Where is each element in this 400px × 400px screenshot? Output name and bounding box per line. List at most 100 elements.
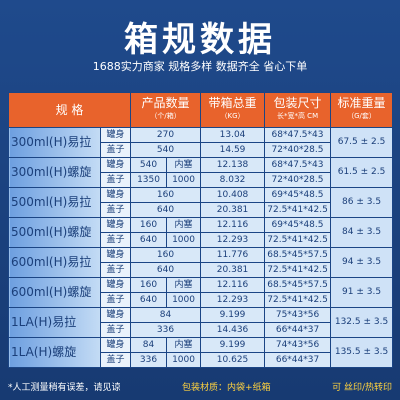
header-unit: （G/套） xyxy=(347,112,376,120)
quantity: 160 xyxy=(130,217,168,233)
spec-table: 规 格 产品数量 （个/箱） 带箱总重 （KG） 包装尺寸长*宽*高 CM 标准重量 （G/套… xyxy=(7,92,394,368)
weight: 20.381 xyxy=(200,202,266,218)
part-name: 罐身 xyxy=(99,247,132,263)
part-name: 盖子 xyxy=(99,322,132,338)
quantity: 160 xyxy=(130,277,168,293)
weight: 14.436 xyxy=(200,322,266,338)
size: 66*44*37 xyxy=(264,322,332,338)
header-label: 产品数量 xyxy=(141,96,190,110)
size: 72*40*28.5 xyxy=(264,172,332,188)
quantity: 336 xyxy=(130,352,168,368)
weight: 12.293 xyxy=(200,292,266,308)
weight: 14.59 xyxy=(200,142,266,158)
size: 72.5*41*42.5 xyxy=(264,202,332,218)
quantity: 336 xyxy=(130,322,202,338)
quantity: 640 xyxy=(130,262,202,278)
header-label: 标准重量 xyxy=(337,96,386,110)
quantity: 160 xyxy=(130,247,202,263)
weight: 12.293 xyxy=(200,232,266,248)
spec-name: 300ml(H)易拉 xyxy=(8,127,101,158)
part-name: 罐身 xyxy=(99,127,132,143)
quantity: 640 xyxy=(130,202,202,218)
part-name: 罐身 xyxy=(99,307,132,323)
size: 72*40*28.5 xyxy=(264,142,332,158)
weight: 20.381 xyxy=(200,262,266,278)
size: 66*44*37 xyxy=(264,352,332,368)
spec-name: 500ml(H)螺旋 xyxy=(8,217,101,248)
inner-plug: 内塞 xyxy=(166,217,202,233)
inner-plug: 1000 xyxy=(166,352,202,368)
weight: 9.199 xyxy=(200,337,266,353)
part-name: 盖子 xyxy=(99,142,132,158)
print: 可 丝印/热转印 xyxy=(332,383,392,393)
inner-plug: 1000 xyxy=(166,292,202,308)
column-header: 规 格 xyxy=(7,92,132,128)
quantity: 270 xyxy=(130,127,202,143)
inner-plug: 1000 xyxy=(166,172,202,188)
size: 69*45*48.5 xyxy=(264,187,332,203)
size: 72.5*41*42.5 xyxy=(264,292,332,308)
standard-weight: 132.5 ± 3.5 xyxy=(330,307,394,338)
column-header: 标准重量 （G/套） xyxy=(330,92,394,128)
standard-weight: 67.5 ± 2.5 xyxy=(330,127,394,158)
weight: 11.776 xyxy=(200,247,266,263)
quantity: 540 xyxy=(130,142,202,158)
size: 68*47.5*43 xyxy=(264,157,332,173)
standard-weight: 61.5 ± 2.5 xyxy=(330,157,394,188)
note: *人工测量稍有误差，请见谅 xyxy=(8,383,121,393)
spec-name: 300ml(H)螺旋 xyxy=(8,157,101,188)
quantity: 160 xyxy=(130,187,202,203)
header-unit: （KG） xyxy=(220,112,245,120)
quantity: 84 xyxy=(130,307,202,323)
weight: 10.625 xyxy=(200,352,266,368)
size: 74*43*56 xyxy=(264,337,332,353)
inner-plug: 内塞 xyxy=(166,337,202,353)
header-unit: （个/箱） xyxy=(150,112,181,120)
header-label: 包装尺寸 xyxy=(273,96,322,110)
weight: 9.199 xyxy=(200,307,266,323)
standard-weight: 84 ± 3.5 xyxy=(330,217,394,248)
part-name: 罐身 xyxy=(99,217,132,233)
standard-weight: 135.5 ± 3.5 xyxy=(330,337,394,368)
size: 75*43*56 xyxy=(264,307,332,323)
subtitle: 1688实力商家 规格多样 数据齐全 省心下单 xyxy=(92,60,308,73)
part-name: 罐身 xyxy=(99,157,132,173)
header-label: 规 格 xyxy=(55,102,84,117)
quantity: 640 xyxy=(130,232,168,248)
part-name: 盖子 xyxy=(99,232,132,248)
footer: *人工测量稍有误差，请见谅 包装材质：内袋+纸箱 可 丝印/热转印 xyxy=(8,380,392,393)
inner-plug: 内塞 xyxy=(166,277,202,293)
spec-name: 1LA(H)易拉 xyxy=(8,307,101,338)
part-name: 罐身 xyxy=(99,337,132,353)
weight: 12.116 xyxy=(200,277,266,293)
size: 72.5*41*42.5 xyxy=(264,262,332,278)
header-label: 带箱总重 xyxy=(208,96,257,110)
spec-name: 1LA(H)螺旋 xyxy=(8,337,101,368)
quantity: 540 xyxy=(130,157,168,173)
quantity: 1350 xyxy=(130,172,168,188)
standard-weight: 91 ± 3.5 xyxy=(330,277,394,308)
column-header: 产品数量 （个/箱） xyxy=(130,92,202,128)
size: 72.5*41*42.5 xyxy=(264,232,332,248)
size: 68*47.5*43 xyxy=(264,127,332,143)
spec-name: 600ml(H)螺旋 xyxy=(8,277,101,308)
part-name: 罐身 xyxy=(99,187,132,203)
size: 69*45*48.5 xyxy=(264,217,332,233)
inner-plug: 内塞 xyxy=(166,157,202,173)
weight: 10.408 xyxy=(200,187,266,203)
standard-weight: 86 ± 3.5 xyxy=(330,187,394,218)
part-name: 盖子 xyxy=(99,292,132,308)
standard-weight: 94 ± 3.5 xyxy=(330,247,394,278)
title: 箱规数据 xyxy=(124,20,276,60)
weight: 13.04 xyxy=(200,127,266,143)
header-unit: 长*宽*高 CM xyxy=(276,112,319,120)
part-name: 罐身 xyxy=(99,277,132,293)
column-header: 包装尺寸长*宽*高 CM xyxy=(264,92,332,128)
part-name: 盖子 xyxy=(99,352,132,368)
inner-plug: 1000 xyxy=(166,232,202,248)
part-name: 盖子 xyxy=(99,262,132,278)
spec-name: 500ml(H)易拉 xyxy=(8,187,101,218)
part-name: 盖子 xyxy=(99,172,132,188)
quantity: 640 xyxy=(130,292,168,308)
